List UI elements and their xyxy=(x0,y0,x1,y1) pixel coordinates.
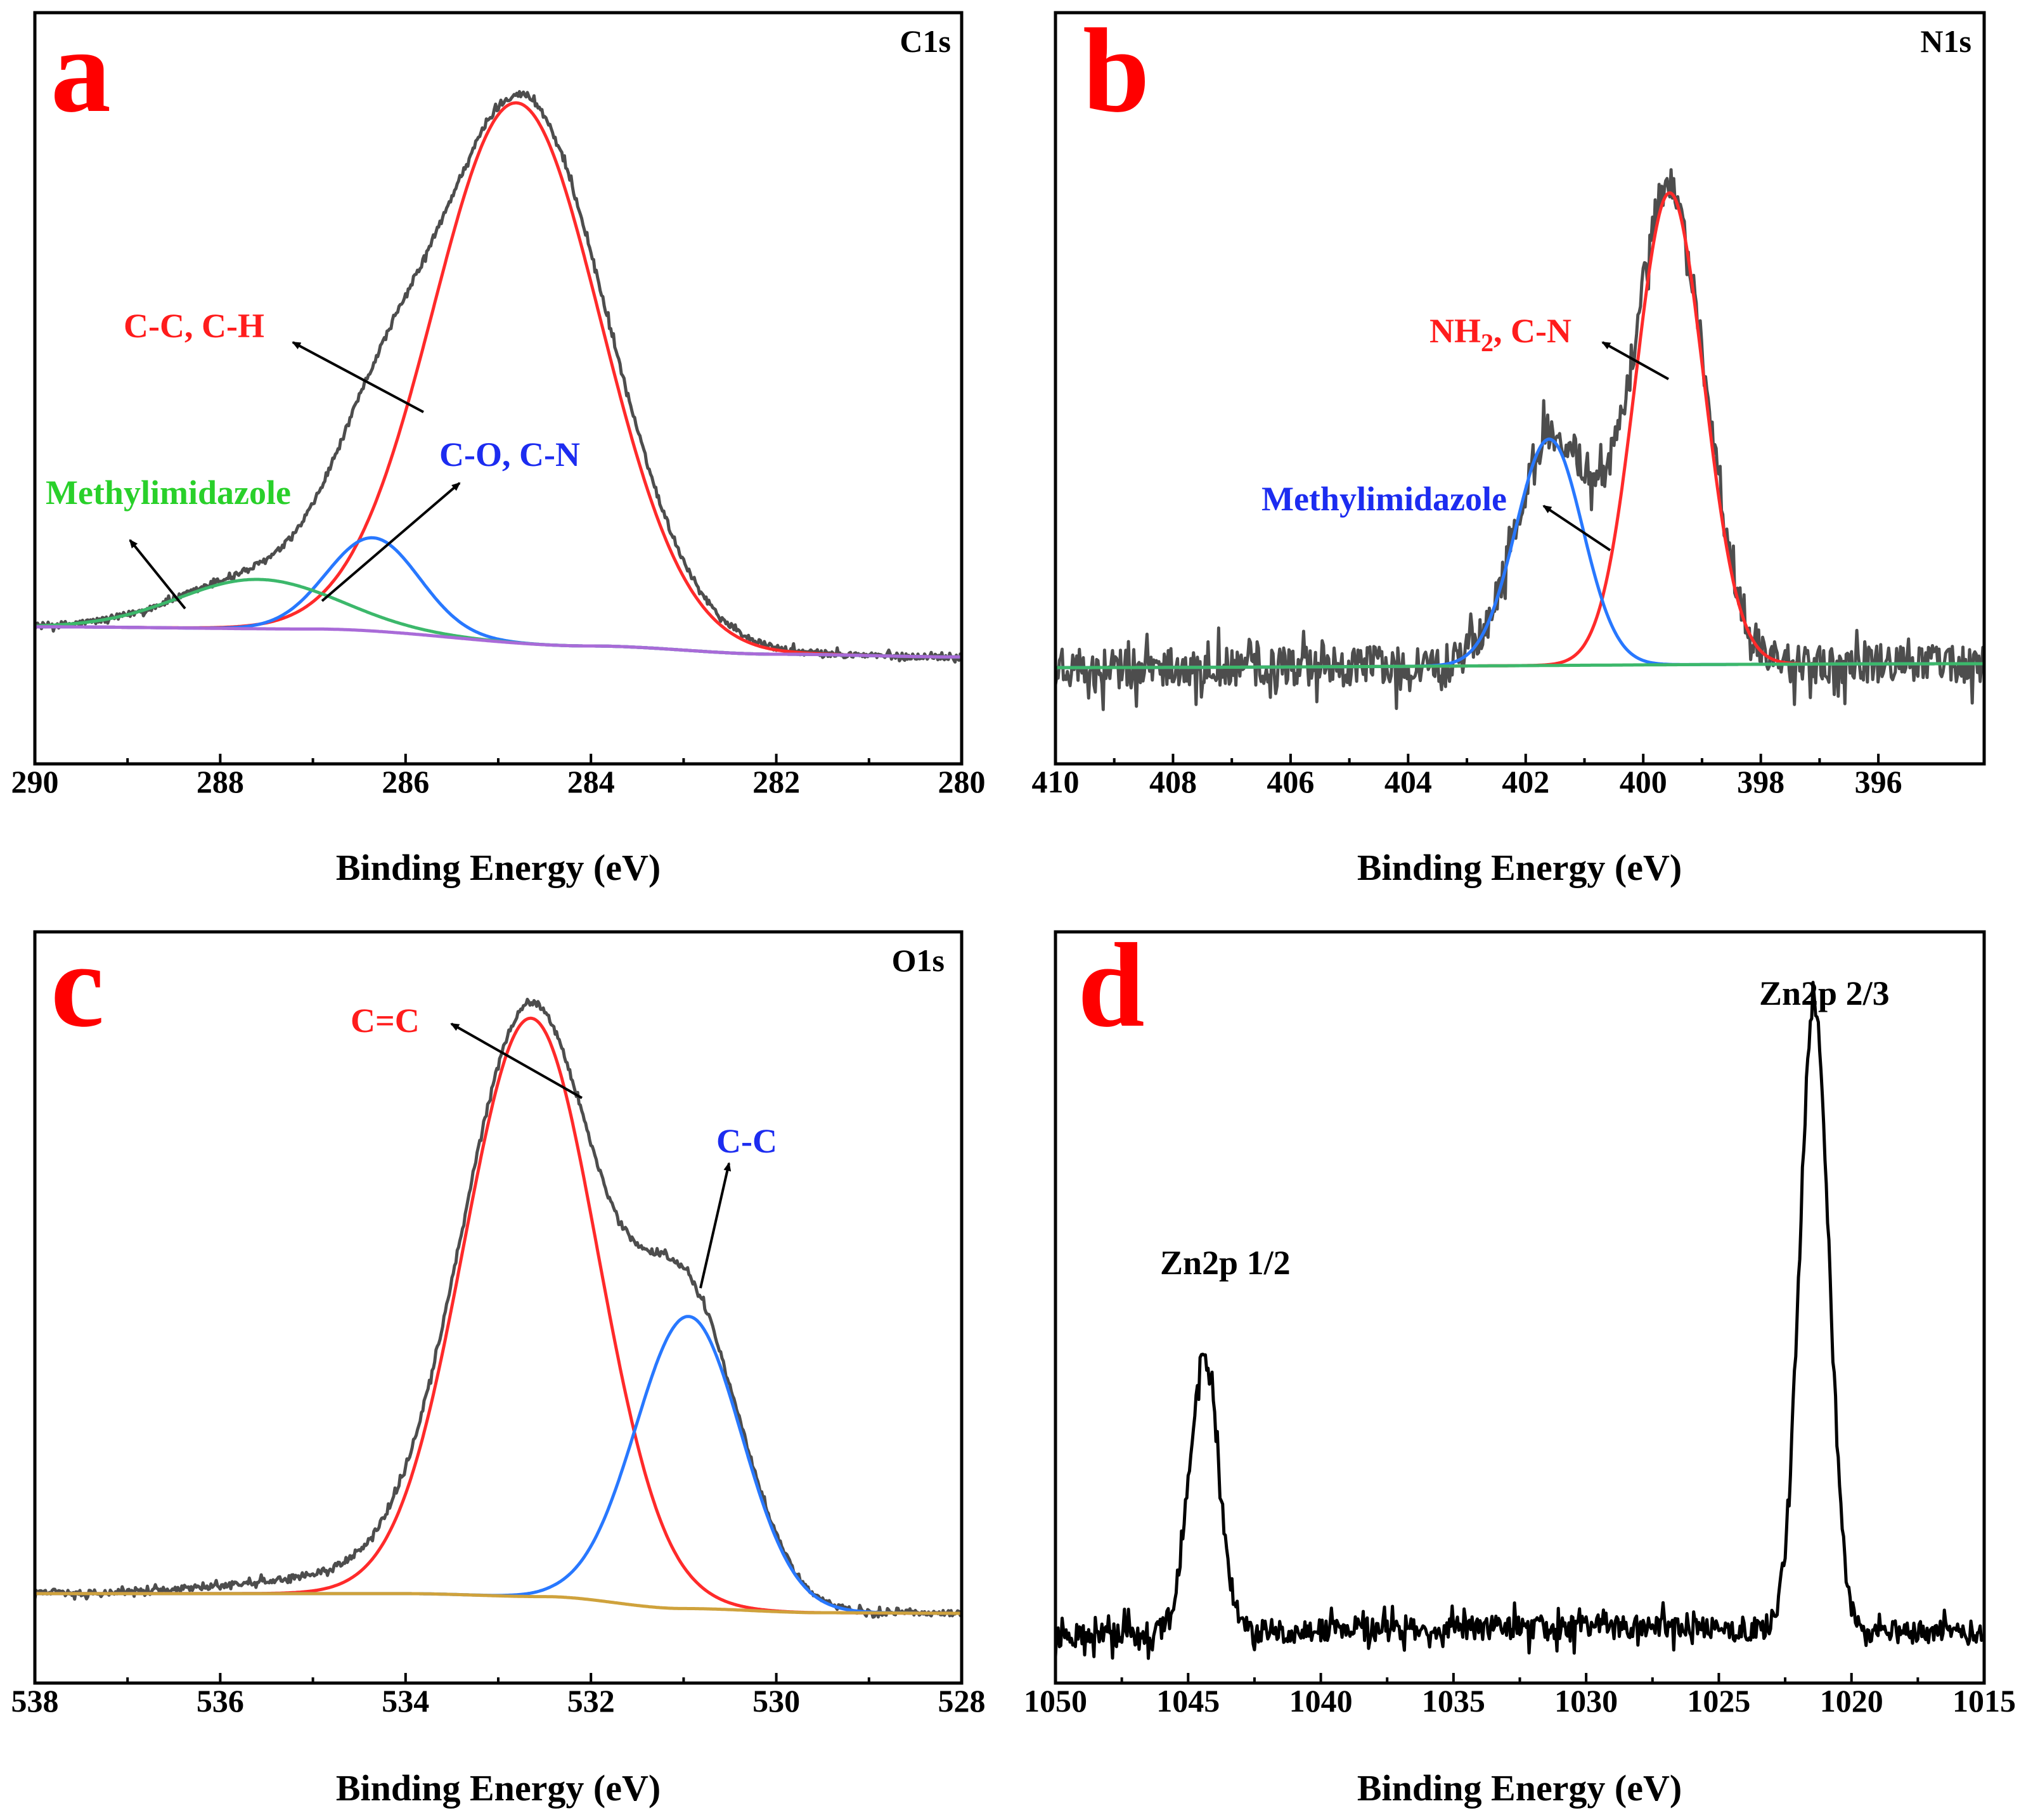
series-c-background xyxy=(33,1592,964,1615)
panel-d-letter: d xyxy=(1078,919,1145,1052)
x-tick-label-b-396: 396 xyxy=(1855,764,1902,799)
panel-b-title: N1s xyxy=(1920,23,1971,59)
panel-c: c O1s C=C C-C 538 536 534 532 530 528 Binding… xyxy=(11,919,986,1809)
x-tick-label-b-408: 408 xyxy=(1149,764,1197,799)
x-tick-label-a-284: 284 xyxy=(567,764,615,799)
series-b-nh2-c-n xyxy=(1054,191,1986,669)
panel-a-x-label: Binding Energy (eV) xyxy=(336,847,661,888)
x-tick-label-c-532: 532 xyxy=(567,1683,615,1719)
panel-a-title: C1s xyxy=(900,23,951,59)
panel-b: b N1s NH2, C-N Methylimidazole 410 408 406… xyxy=(1032,4,1986,888)
series-a-raw-spectrum xyxy=(33,90,964,664)
x-tick-label-c-530: 530 xyxy=(752,1683,800,1719)
x-tick-label-a-290: 290 xyxy=(11,764,59,799)
panel-a-letter: a xyxy=(51,4,111,138)
series-b-background xyxy=(1054,662,1986,669)
arrow-c-equals-c xyxy=(450,1023,583,1099)
panel-d-plot xyxy=(1054,981,1986,1660)
x-tick-label-c-538: 538 xyxy=(11,1683,59,1719)
x-tick-label-d-1020: 1020 xyxy=(1820,1683,1883,1719)
panel-c-x-label: Binding Energy (eV) xyxy=(336,1767,661,1809)
x-tick-label-c-534: 534 xyxy=(382,1683,429,1719)
x-tick-label-d-1030: 1030 xyxy=(1554,1683,1618,1719)
x-tick-label-a-282: 282 xyxy=(752,764,800,799)
series-b-raw-spectrum xyxy=(1054,168,1986,711)
series-d-zn2p-survey xyxy=(1054,981,1986,1660)
panel-c-title: O1s xyxy=(892,943,945,978)
x-tick-label-d-1025: 1025 xyxy=(1687,1683,1750,1719)
series-b-methylimidazole xyxy=(1054,437,1986,669)
panel-b-letter: b xyxy=(1083,4,1150,138)
panel-b-plot xyxy=(1054,168,1986,711)
annotation-zn2p-2-3: Zn2p 2/3 xyxy=(1759,974,1890,1012)
arrow-nh2-cn xyxy=(1601,341,1669,380)
series-c-raw-spectrum xyxy=(33,997,964,1619)
arrow-methylimidazole-a xyxy=(129,539,186,610)
x-tick-label-d-1040: 1040 xyxy=(1289,1683,1353,1719)
annotation-nh2-cn-sub: 2 xyxy=(1481,328,1494,357)
arrow-methylimidazole-b xyxy=(1542,505,1611,552)
x-tick-label-a-288: 288 xyxy=(197,764,244,799)
panel-d-x-axis: 1050 1045 1040 1035 1030 1025 1020 1015 xyxy=(1024,1673,2016,1719)
panel-b-frame xyxy=(1054,11,1986,766)
panel-c-x-axis: 538 536 534 532 530 528 xyxy=(11,1673,986,1719)
panel-c-letter: c xyxy=(51,919,104,1052)
panel-a-plot xyxy=(33,90,964,664)
arrow-co-cn xyxy=(321,482,461,602)
annotation-c-c: C-C xyxy=(716,1122,777,1160)
panel-d-x-label: Binding Energy (eV) xyxy=(1357,1767,1682,1809)
annotation-cc-ch: C-C, C-H xyxy=(124,307,264,345)
arrow-c-c xyxy=(699,1162,732,1289)
panel-d: d Zn2p 1/2 Zn2p 2/3 1050 1045 1040 1035 1030… xyxy=(1024,919,2016,1809)
x-tick-label-a-286: 286 xyxy=(382,764,429,799)
x-tick-label-d-1045: 1045 xyxy=(1156,1683,1220,1719)
x-tick-label-c-528: 528 xyxy=(938,1683,986,1719)
x-tick-label-c-536: 536 xyxy=(197,1683,244,1719)
panel-b-x-label: Binding Energy (eV) xyxy=(1357,847,1682,888)
panel-a-x-axis: 290 288 286 284 282 280 xyxy=(11,754,986,799)
x-tick-label-a-280: 280 xyxy=(938,764,986,799)
x-tick-label-b-402: 402 xyxy=(1502,764,1549,799)
panel-c-plot xyxy=(33,997,964,1619)
x-tick-label-d-1035: 1035 xyxy=(1422,1683,1485,1719)
annotation-c-equals-c: C=C xyxy=(351,1002,420,1040)
x-tick-label-b-404: 404 xyxy=(1384,764,1432,799)
annotation-nh2-cn-main: NH xyxy=(1429,312,1481,350)
series-a-c-c-c-h xyxy=(33,101,964,659)
annotation-nh2-cn-rest: , C-N xyxy=(1494,312,1571,350)
panel-b-x-axis: 410 408 406 404 402 400 398 396 xyxy=(1032,754,1902,799)
x-tick-label-d-1050: 1050 xyxy=(1024,1683,1087,1719)
x-tick-label-b-410: 410 xyxy=(1032,764,1080,799)
annotation-co-cn: C-O, C-N xyxy=(439,436,580,474)
x-tick-label-b-400: 400 xyxy=(1620,764,1667,799)
annotation-methylimidazole-b: Methylimidazole xyxy=(1261,480,1507,518)
series-c-c-c xyxy=(33,1016,964,1615)
panel-a: a C1s C-C, C-H C-O, C-N Methylimidazole … xyxy=(11,4,986,888)
series-a-background xyxy=(33,625,964,659)
series-c-c-c xyxy=(33,1315,964,1615)
x-tick-label-b-406: 406 xyxy=(1267,764,1314,799)
annotation-nh2-cn: NH2, C-N xyxy=(1429,312,1571,357)
x-tick-label-b-398: 398 xyxy=(1737,764,1784,799)
series-a-methylimidazole xyxy=(33,578,964,659)
arrow-cc-ch xyxy=(292,341,424,413)
x-tick-label-d-1015: 1015 xyxy=(1952,1683,2016,1719)
annotation-zn2p-1-2: Zn2p 1/2 xyxy=(1160,1244,1291,1282)
panel-c-frame xyxy=(33,930,964,1685)
annotation-methylimidazole-a: Methylimidazole xyxy=(46,474,291,512)
